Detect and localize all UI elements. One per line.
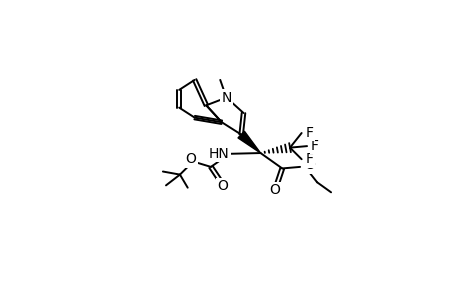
Text: F: F [305,126,313,140]
Text: O: O [217,179,228,193]
Text: O: O [269,183,280,197]
Text: HN: HN [208,147,229,161]
Text: O: O [217,179,228,193]
Text: F: F [305,152,313,166]
Text: F: F [305,126,313,140]
Text: F: F [310,139,318,153]
Text: O: O [303,158,314,172]
Text: O: O [269,183,280,197]
Text: F: F [305,152,313,166]
Text: F: F [310,139,318,153]
Text: O: O [303,158,314,172]
Text: O: O [185,152,196,166]
Text: N: N [221,91,231,105]
Text: HN: HN [208,147,229,161]
Text: O: O [185,152,196,166]
Polygon shape [237,131,260,153]
Text: N: N [221,91,231,105]
